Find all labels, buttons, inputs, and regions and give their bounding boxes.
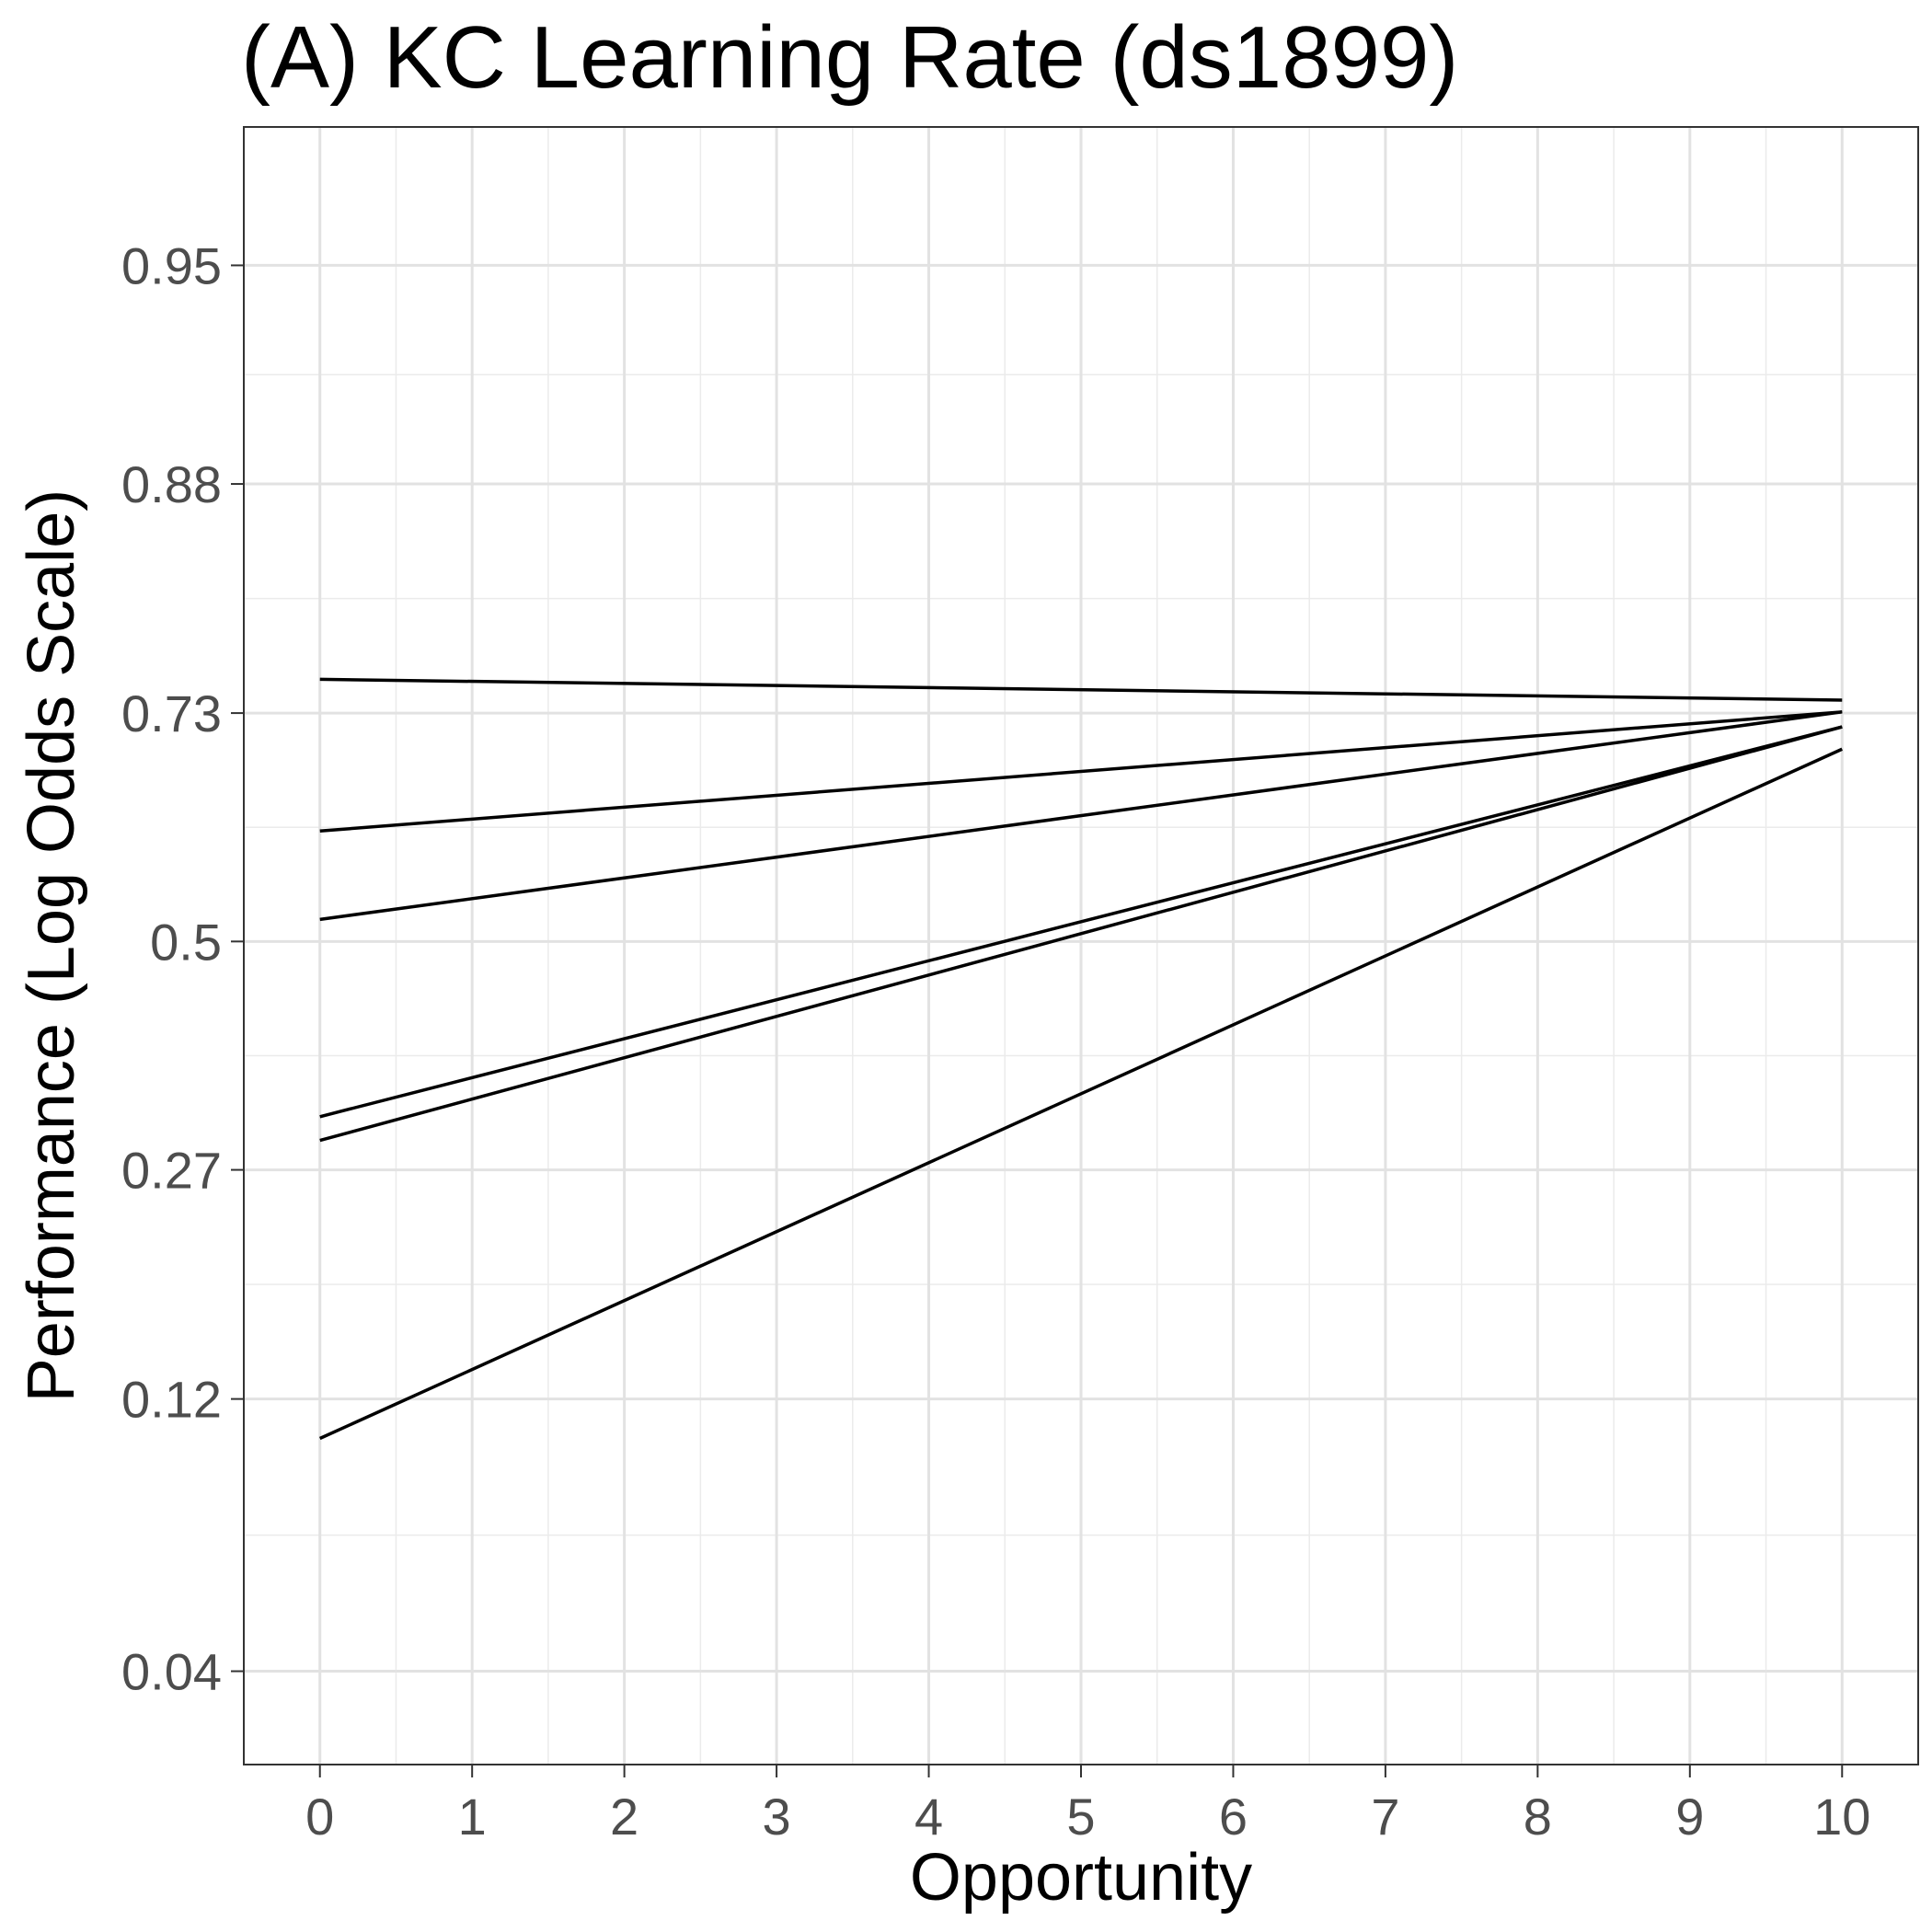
y-tick-label: 0.04 — [121, 1643, 222, 1701]
x-tick-label: 10 — [1813, 1788, 1870, 1846]
y-axis-ticks: 0.04 0.12 0.27 0.5 0.73 0.88 0.95 — [121, 236, 244, 1701]
x-tick-label: 8 — [1524, 1788, 1552, 1846]
x-tick-label: 1 — [458, 1788, 487, 1846]
y-tick-label: 0.12 — [121, 1371, 222, 1429]
y-tick-label: 0.73 — [121, 684, 222, 742]
chart-title: (A) KC Learning Rate (ds1899) — [241, 8, 1459, 107]
series-line-1 — [319, 677, 1843, 702]
major-gridlines — [244, 127, 1918, 1765]
x-tick-label: 2 — [610, 1788, 638, 1846]
y-tick-label: 0.27 — [121, 1142, 222, 1200]
series-line-4 — [319, 725, 1843, 1119]
y-tick-label: 0.88 — [121, 455, 222, 513]
series-line-6 — [319, 747, 1843, 1441]
y-tick-label: 0.5 — [150, 913, 222, 971]
series-line-3 — [319, 710, 1843, 922]
series-lines — [319, 677, 1843, 1441]
series-line-2 — [319, 710, 1843, 834]
x-tick-label: 3 — [763, 1788, 791, 1846]
x-tick-label: 7 — [1371, 1788, 1399, 1846]
y-tick-label: 0.95 — [121, 236, 222, 294]
series-line-5 — [319, 725, 1843, 1143]
x-axis-ticks: 0 1 2 3 4 5 6 7 8 9 10 — [305, 1765, 1870, 1846]
x-tick-label: 6 — [1219, 1788, 1248, 1846]
x-axis-title: Opportunity — [910, 1841, 1252, 1915]
x-tick-label: 5 — [1066, 1788, 1095, 1846]
x-tick-label: 0 — [305, 1788, 334, 1846]
x-tick-label: 9 — [1675, 1788, 1704, 1846]
x-tick-label: 4 — [914, 1788, 943, 1846]
y-axis-title: Performance (Log Odds Scale) — [15, 489, 88, 1402]
